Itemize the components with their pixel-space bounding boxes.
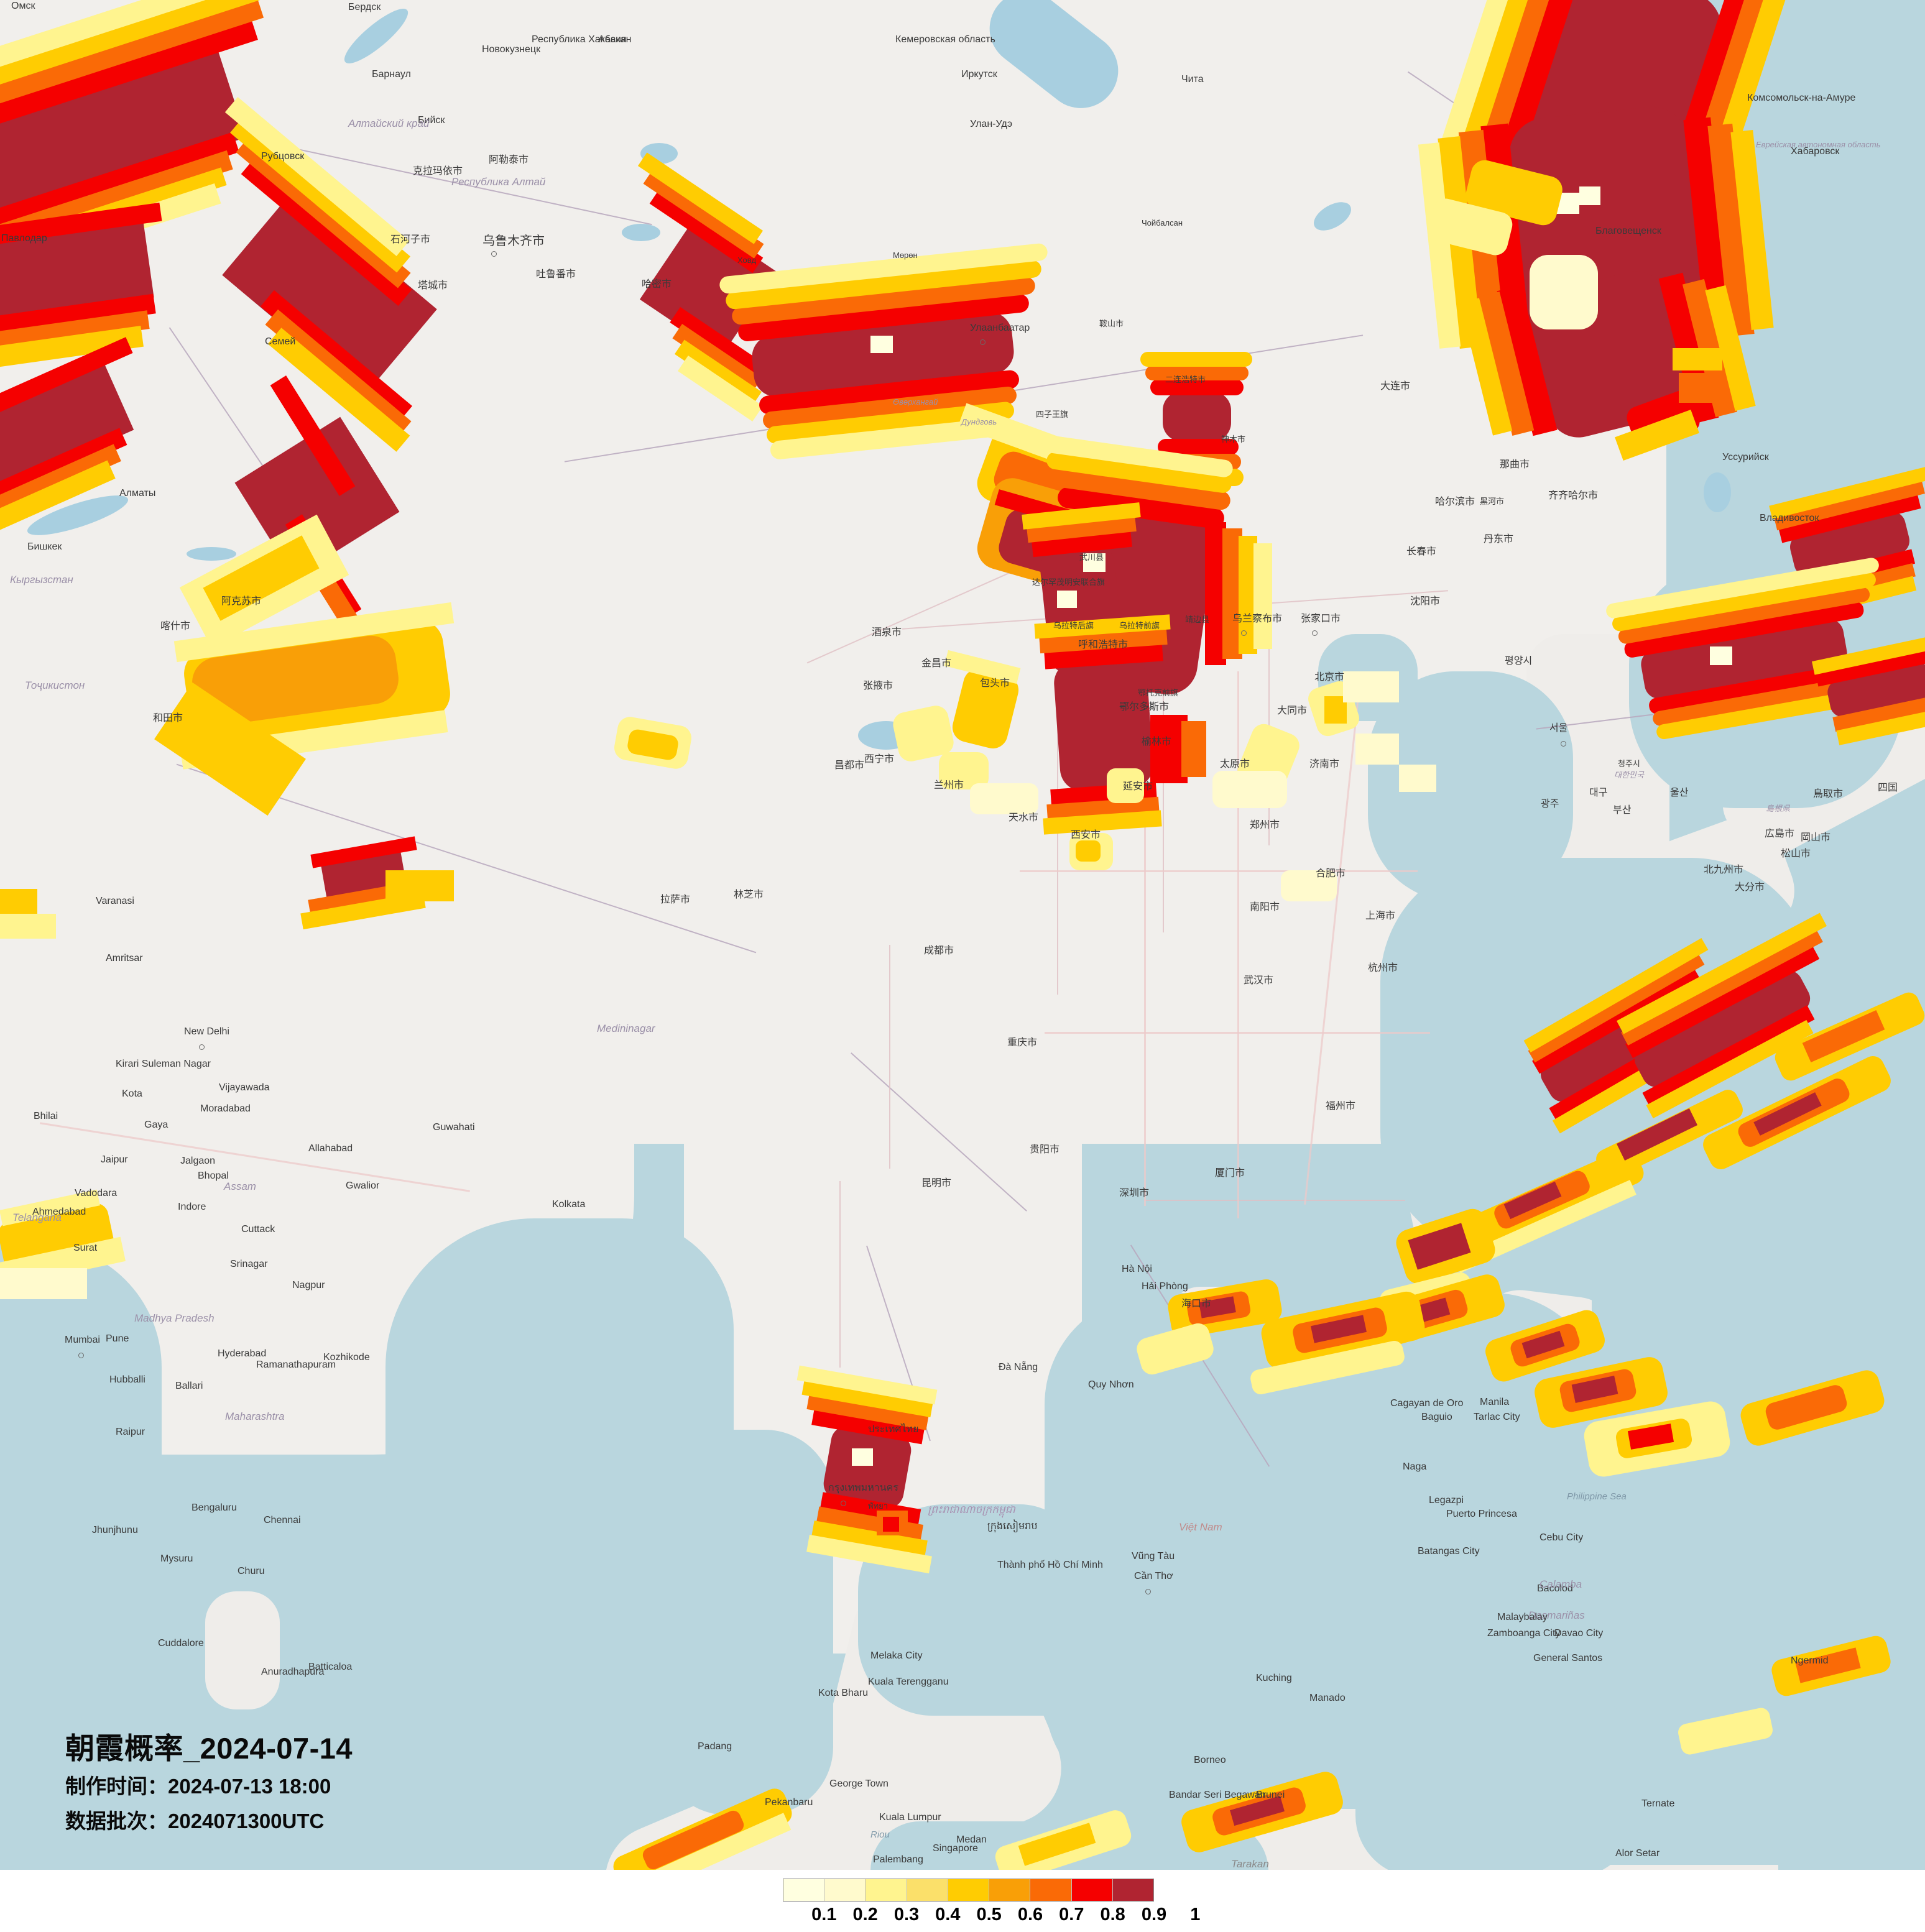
region-label: Еврейская автономная область [1756, 140, 1881, 149]
production-time-value: 2024-07-13 18:00 [168, 1775, 331, 1798]
data-batch-row: 数据批次：2024071300UTC [65, 1810, 353, 1833]
prob-cell [0, 1268, 87, 1299]
production-time-row: 制作时间：2024-07-13 18:00 [65, 1775, 353, 1798]
place-label: 厦门市 [1215, 1168, 1245, 1179]
probability-map[interactable]: Омск Бердск Новокузнецк Барнаул Бийск Ал… [0, 0, 1925, 1870]
border-province-guangdong [1144, 1200, 1405, 1201]
prob-cell [1399, 765, 1436, 792]
city-dot [841, 1501, 846, 1506]
prob-cell [1530, 255, 1598, 329]
landmass-sri-lanka [205, 1591, 280, 1709]
prob-cell [1679, 373, 1722, 403]
data-batch-label: 数据批次： [65, 1809, 168, 1833]
colorbar-tick: 1 [1190, 1905, 1201, 1925]
place-label: Хабаровск [1791, 146, 1840, 157]
colorbar-swatch-0.5 [948, 1879, 990, 1901]
prob-cell [1076, 840, 1101, 862]
road-east-west-2 [1045, 1032, 1430, 1034]
colorbar-tick: 0.5 [976, 1905, 1002, 1925]
city-dot [199, 1044, 205, 1050]
colorbar-swatch-0.3 [866, 1879, 907, 1901]
city-dot [1241, 630, 1247, 636]
prob-cell [970, 783, 1038, 814]
road-beijing-guangzhou [1237, 671, 1239, 1218]
place-label: Cuddalore [158, 1638, 204, 1649]
prob-cell [385, 870, 454, 901]
lake-siberia-small [622, 224, 660, 241]
prob-cell [883, 1517, 899, 1532]
colorbar-tick: 0.8 [1100, 1905, 1125, 1925]
prob-cell [1145, 366, 1249, 380]
prob-cell [1107, 768, 1144, 803]
colorbar-tick: 0.6 [1017, 1905, 1043, 1925]
prob-cell [1710, 646, 1732, 665]
colorbar-tick: 0.9 [1141, 1905, 1167, 1925]
prob-cell [1163, 392, 1231, 441]
colorbar-tick: 0.3 [893, 1905, 920, 1925]
product-caption: 朝霞概率_2024-07-14 制作时间：2024-07-13 18:00 数据… [65, 1733, 353, 1833]
prob-cell [1253, 543, 1272, 649]
city-dot [980, 339, 986, 345]
colorbar-ticks: 0.1 0.2 0.3 0.4 0.5 0.6 0.7 0.8 0.9 1 [742, 1905, 1200, 1927]
colorbar-tick: 0.4 [935, 1905, 961, 1925]
sea-andaman [659, 1430, 833, 1815]
border-province-sichuan [889, 945, 890, 1169]
city-dot [1312, 630, 1318, 636]
sea-arabian [0, 1243, 162, 1641]
colorbar-swatch-0.1 [783, 1879, 825, 1901]
border-province-shaanxi [1057, 696, 1058, 995]
colorbar-swatch-0.7 [1030, 1879, 1072, 1901]
prob-cell [1281, 870, 1337, 901]
prob-cell [1140, 352, 1252, 367]
colorbar-swatch-0.8 [1071, 1879, 1113, 1901]
colorbar-tick: 0.7 [1059, 1905, 1084, 1925]
colorbar [783, 1879, 1154, 1902]
colorbar-swatch-0.4 [907, 1879, 948, 1901]
city-dot [1145, 1589, 1151, 1594]
prob-cell [1673, 348, 1722, 370]
data-batch-value: 2024071300UTC [168, 1809, 325, 1833]
place-label: Mysuru [160, 1553, 193, 1564]
colorbar-swatch-0.2 [824, 1879, 866, 1901]
prob-cell [1181, 721, 1206, 777]
prob-cell [1057, 591, 1077, 608]
prob-cell [0, 914, 56, 939]
place-label: Churu [238, 1566, 265, 1576]
prob-cell [1212, 771, 1287, 808]
lake-issyk-kul [187, 547, 236, 561]
place-label: Уссурийск [1722, 452, 1769, 462]
city-dot [491, 251, 497, 257]
place-label: Bengaluru [192, 1502, 237, 1513]
probability-legend: 0.1 0.2 0.3 0.4 0.5 0.6 0.7 0.8 0.9 1 [0, 1870, 1925, 1932]
border-province-yunnan [839, 1181, 841, 1368]
colorbar-swatch-0.9 [1112, 1879, 1153, 1901]
production-time-label: 制作时间： [65, 1775, 168, 1798]
place-label: Hải Phòng [1142, 1281, 1188, 1292]
prob-cell [1579, 186, 1600, 205]
prob-cell [1150, 379, 1244, 395]
city-dot [1561, 741, 1566, 747]
place-label: Chennai [264, 1515, 301, 1525]
place-label: Комсомольск-на-Амуре [1747, 93, 1856, 103]
lake-khanka [1704, 472, 1731, 512]
city-dot [78, 1353, 84, 1358]
colorbar-swatch-0.6 [989, 1879, 1031, 1901]
prob-cell [852, 1448, 873, 1466]
prob-cell [1343, 671, 1399, 702]
place-label: Batticaloa [308, 1662, 353, 1672]
prob-cell [1355, 734, 1399, 765]
prob-cell [1083, 553, 1106, 572]
prob-cell [870, 336, 893, 353]
border-province-shanxi [1163, 671, 1164, 932]
road-north-south-2 [1144, 734, 1146, 1206]
page-title: 朝霞概率_2024-07-14 [65, 1732, 353, 1765]
road-east-west [1020, 870, 1418, 872]
sea-celebes [1355, 1691, 1635, 1870]
colorbar-tick: 0.1 [811, 1905, 837, 1925]
colorbar-tick: 0.2 [852, 1905, 878, 1925]
